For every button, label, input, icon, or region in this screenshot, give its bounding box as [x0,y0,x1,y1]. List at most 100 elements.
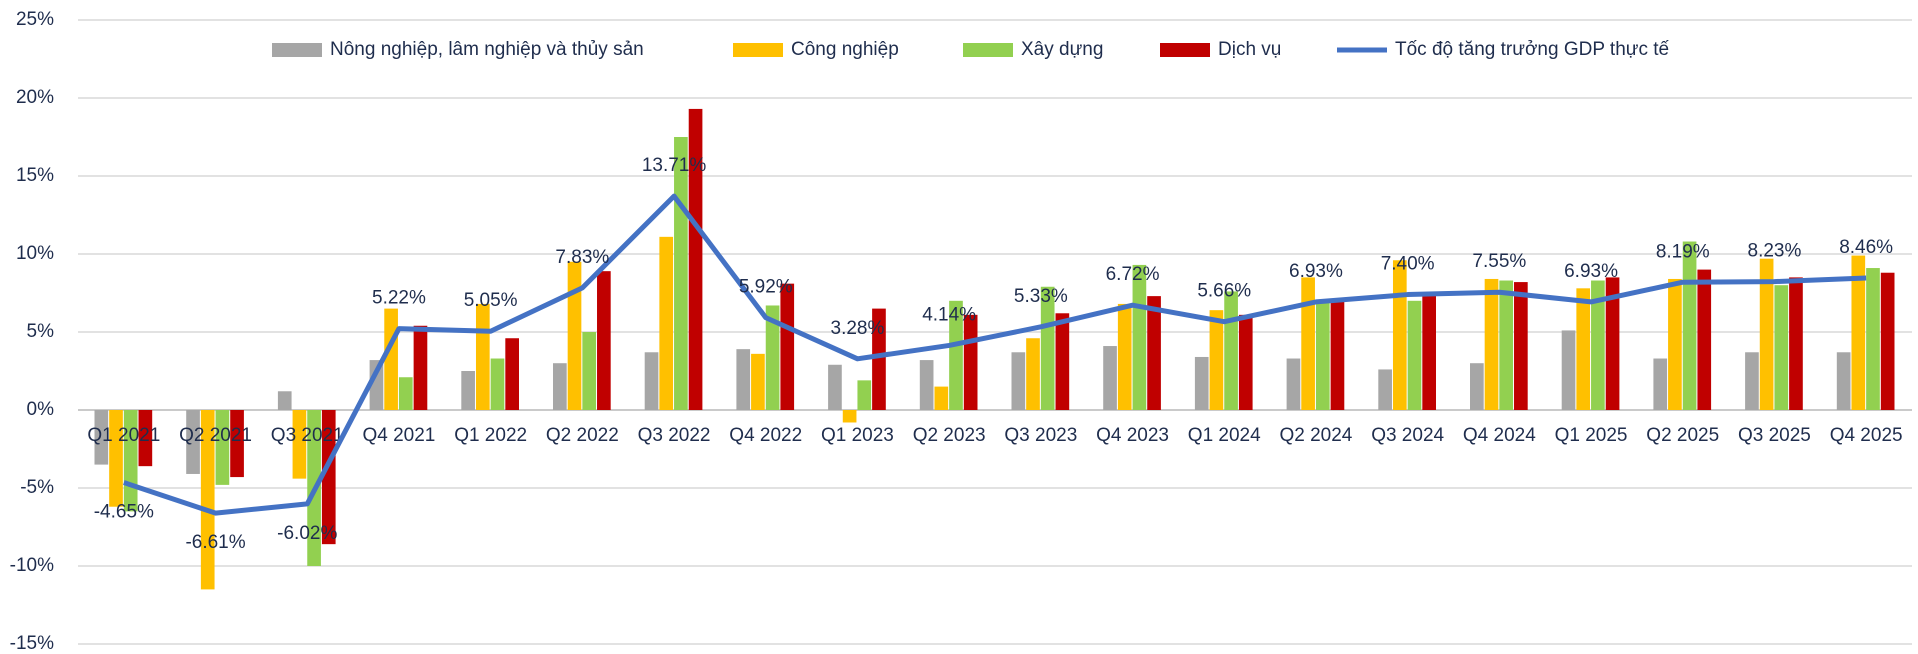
bar [1836,352,1851,410]
x-tick-label: Q3 2021 [271,425,344,446]
bar [1422,293,1436,410]
x-tick-label: Q3 2025 [1738,425,1811,446]
bar [765,305,780,410]
data-label: 5.66% [1197,281,1251,302]
bar [1759,258,1774,410]
data-label: 8.23% [1748,241,1802,262]
bar [186,410,200,474]
legend-label: Tốc độ tăng trưởng GDP thực tế [1395,39,1670,60]
bar [1378,369,1392,410]
bar [949,300,963,410]
data-label: -6.61% [185,532,245,553]
x-tick-label: Q3 2024 [1371,425,1444,446]
bar [857,380,872,410]
data-label: -6.02% [277,523,337,544]
bar [200,410,215,590]
bar [597,271,611,410]
bar [1209,310,1224,410]
bar [872,308,886,410]
bar [1238,314,1253,410]
x-tick-label: Q3 2023 [1004,425,1077,446]
bar [1286,358,1301,410]
bar [780,283,795,410]
x-tick-label: Q4 2025 [1830,425,1903,446]
bar [1789,277,1803,410]
data-label: 4.14% [922,304,976,325]
bar [475,303,490,410]
bar [1880,272,1895,410]
bar [1605,277,1620,410]
y-tick-label: 0% [27,399,55,420]
data-label: 3.28% [831,318,885,339]
data-label: 5.05% [464,290,518,311]
x-tick-label: Q1 2022 [454,425,527,446]
bar [1117,303,1132,410]
bar [751,353,765,410]
data-label: 7.40% [1381,254,1435,275]
bar [277,391,292,410]
legend-swatch [272,43,322,57]
bar [461,371,475,410]
data-label: 5.92% [739,277,793,298]
bar [828,364,842,410]
bar [1576,288,1591,410]
x-tick-label: Q1 2021 [87,425,160,446]
x-tick-label: Q4 2023 [1096,425,1169,446]
x-tick-label: Q1 2024 [1188,425,1261,446]
y-tick-label: 15% [16,165,54,186]
bar [842,410,857,423]
legend-label: Nông nghiệp, lâm nghiệp và thủy sản [330,39,644,60]
bar [1653,358,1668,410]
data-label: 13.71% [642,155,707,176]
x-tick-label: Q3 2022 [638,425,711,446]
bar [1132,264,1147,410]
bar [688,108,703,411]
bar [1561,330,1576,410]
x-tick-label: Q2 2025 [1646,425,1719,446]
bar [1224,291,1238,410]
bar [1055,313,1070,410]
data-label: 6.72% [1106,264,1160,285]
x-tick-label: Q2 2022 [546,425,619,446]
bar [1697,269,1712,410]
x-tick-label: Q1 2023 [821,425,894,446]
bar [1682,241,1697,410]
y-tick-label: -15% [10,633,54,654]
bar [1040,286,1055,410]
bar [1103,346,1117,410]
legend-swatch [1160,43,1210,57]
bar [321,410,336,545]
x-tick-label: Q1 2025 [1555,425,1628,446]
bar [215,410,230,485]
gdp-line [123,193,1867,516]
data-label: 5.22% [372,288,426,309]
data-label: 5.33% [1014,286,1068,307]
bar [1147,296,1161,410]
bar [934,386,949,410]
bar [1851,255,1866,410]
data-label: 8.19% [1656,241,1710,262]
y-tick-label: 25% [16,9,54,30]
bar [674,137,688,410]
bar [1484,278,1499,410]
y-tick-label: 10% [16,243,54,264]
bar [1514,282,1528,410]
bar [1668,278,1682,410]
bar [384,308,398,410]
bar [94,410,109,465]
bar [1591,280,1605,410]
legend-label: Dịch vụ [1218,39,1281,60]
bar [1026,338,1040,410]
bar [919,360,934,410]
bar [553,363,567,410]
bar [292,410,307,479]
data-label: 6.93% [1289,261,1343,282]
bar [736,349,751,410]
bar [1866,268,1880,410]
bar [1392,260,1407,410]
data-label: -4.65% [94,502,154,523]
y-tick-label: 5% [27,321,55,342]
y-tick-label: 20% [16,87,54,108]
bar [1407,300,1422,410]
